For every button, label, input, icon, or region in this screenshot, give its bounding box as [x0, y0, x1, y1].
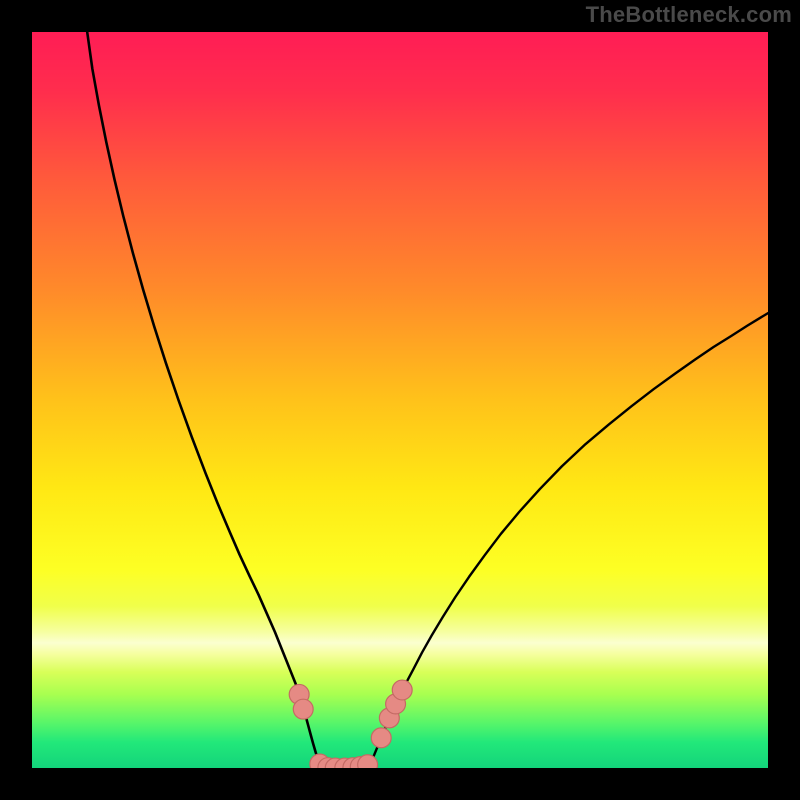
chart-svg: [0, 0, 800, 800]
marker-point: [392, 680, 412, 700]
marker-point: [293, 699, 313, 719]
watermark-text: TheBottleneck.com: [586, 2, 792, 28]
marker-point: [371, 728, 391, 748]
plot-area: [32, 32, 768, 768]
